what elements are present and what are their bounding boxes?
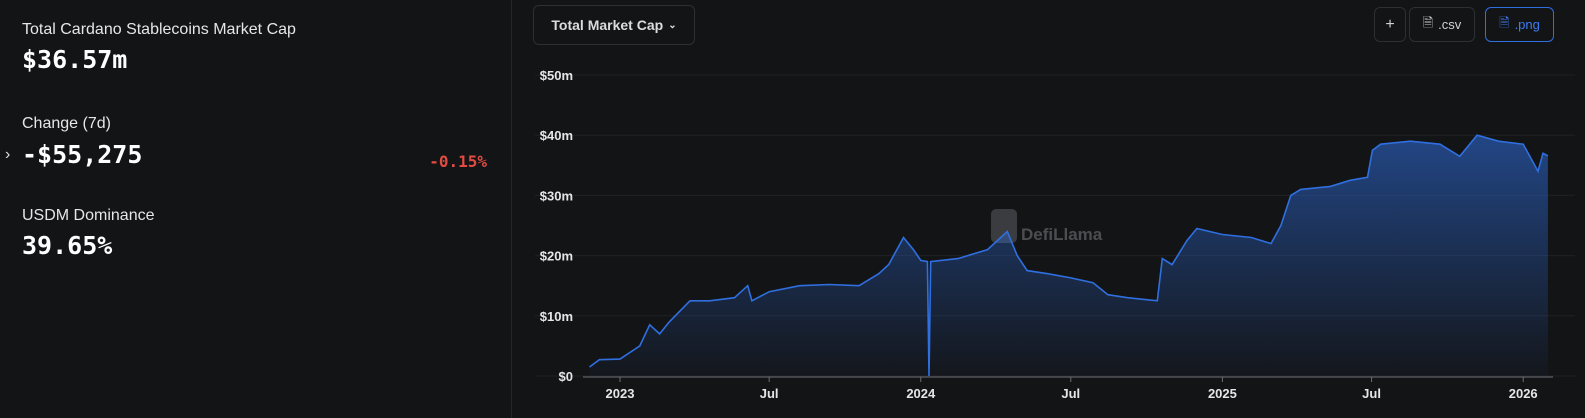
csv-download-button[interactable]: 🗎 .csv [1409,7,1475,42]
chevron-down-icon: ⌄ [668,19,677,31]
y-tick-label: $0 [559,369,573,384]
y-tick-label: $50m [540,68,573,83]
add-button[interactable]: + [1374,7,1406,42]
market-cap-value: $36.57m [22,45,128,74]
dominance-value: 39.65% [22,231,113,260]
y-tick-label: $20m [540,249,573,264]
y-tick-label: $40m [540,128,573,143]
area-fill [589,135,1548,376]
change-label: Change (7d) [22,115,111,132]
x-tick-label: 2024 [906,386,936,401]
change-percent: -0.15% [429,152,487,171]
chart-panel: $0 $10m $20m $30m $40m $50m 2023 Jul 2024 Jul 2025… [513,0,1585,418]
csv-label: .csv [1438,17,1462,32]
series-line [589,134,1549,377]
llama-logo-icon [991,209,1017,243]
watermark-logo: DefiLlama [1021,225,1103,244]
summary-panel: Total Cardano Stablecoins Market Cap $36… [0,0,512,418]
file-download-icon: 🗎 [1422,14,1434,30]
x-tick-label: Jul [1061,386,1080,401]
y-tick-label: $10m [540,309,573,324]
x-tick-label: Jul [1362,386,1381,401]
png-label: .png [1514,17,1540,32]
x-tick-label: 2026 [1509,386,1538,401]
market-cap-chart: $0 $10m $20m $30m $40m $50m 2023 Jul 2024 Jul 2025… [535,68,1575,401]
png-download-button[interactable]: 🗎 .png [1485,7,1554,42]
add-label: + [1385,15,1395,33]
market-cap-label: Total Cardano Stablecoins Market Cap [22,21,296,38]
y-tick-label: $30m [540,188,573,203]
change-value: -$55,275 [22,140,143,169]
dominance-label: USDM Dominance [22,207,155,224]
x-tick-label: 2025 [1208,386,1237,401]
file-image-icon: 🗎 [1499,14,1510,30]
metric-select-label: Total Market Cap [551,17,664,33]
metric-select[interactable]: Total Market Cap ⌄ [533,5,695,45]
x-tick-label: Jul [760,386,779,401]
x-tick-label: 2023 [606,386,635,401]
chevron-right-icon[interactable]: › [5,146,11,163]
